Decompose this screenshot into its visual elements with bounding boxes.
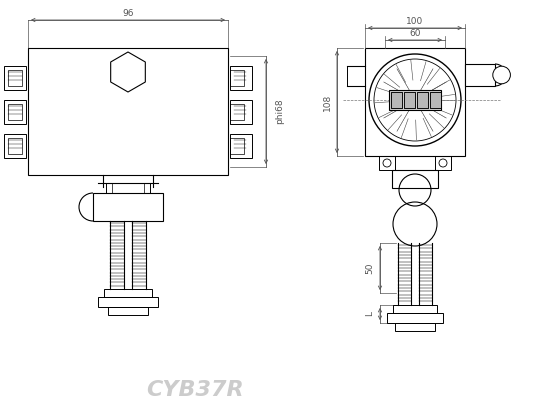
Bar [4, 100, 26, 124]
Bar [392, 170, 438, 188]
Bar [365, 48, 465, 156]
Bar [230, 66, 252, 90]
Text: CYB37R: CYB37R [146, 380, 244, 400]
Text: 108: 108 [323, 93, 332, 111]
Bar [404, 92, 415, 108]
Bar [393, 305, 437, 313]
Bar [391, 92, 402, 108]
Bar [230, 134, 252, 158]
Bar [465, 64, 495, 86]
Bar [417, 92, 428, 108]
Text: phi68: phi68 [276, 99, 284, 124]
Bar [98, 297, 158, 307]
Bar [430, 92, 441, 108]
Bar [8, 138, 22, 154]
Bar [93, 193, 163, 221]
Bar [391, 92, 402, 108]
Bar [4, 66, 26, 90]
Bar [347, 66, 365, 86]
Bar [435, 156, 451, 170]
Bar [104, 289, 152, 297]
Bar [4, 134, 26, 158]
Bar [417, 92, 428, 108]
Bar [387, 313, 443, 323]
Bar [389, 90, 441, 110]
Bar [108, 307, 148, 315]
Bar [230, 70, 244, 86]
Circle shape [493, 66, 510, 84]
Bar [8, 70, 22, 86]
Bar [430, 92, 441, 108]
Text: 96: 96 [122, 10, 134, 18]
Bar [230, 100, 252, 124]
Bar [112, 183, 144, 193]
Bar [395, 323, 435, 331]
Bar [28, 48, 228, 175]
Polygon shape [111, 52, 146, 92]
Text: L: L [366, 311, 375, 316]
Bar [106, 183, 150, 193]
Bar [379, 156, 395, 170]
Bar [230, 138, 244, 154]
Bar [404, 92, 415, 108]
Bar [8, 104, 22, 120]
Text: 50: 50 [366, 262, 375, 274]
Text: 60: 60 [409, 30, 421, 38]
Text: 100: 100 [407, 18, 423, 26]
Bar [230, 104, 244, 120]
